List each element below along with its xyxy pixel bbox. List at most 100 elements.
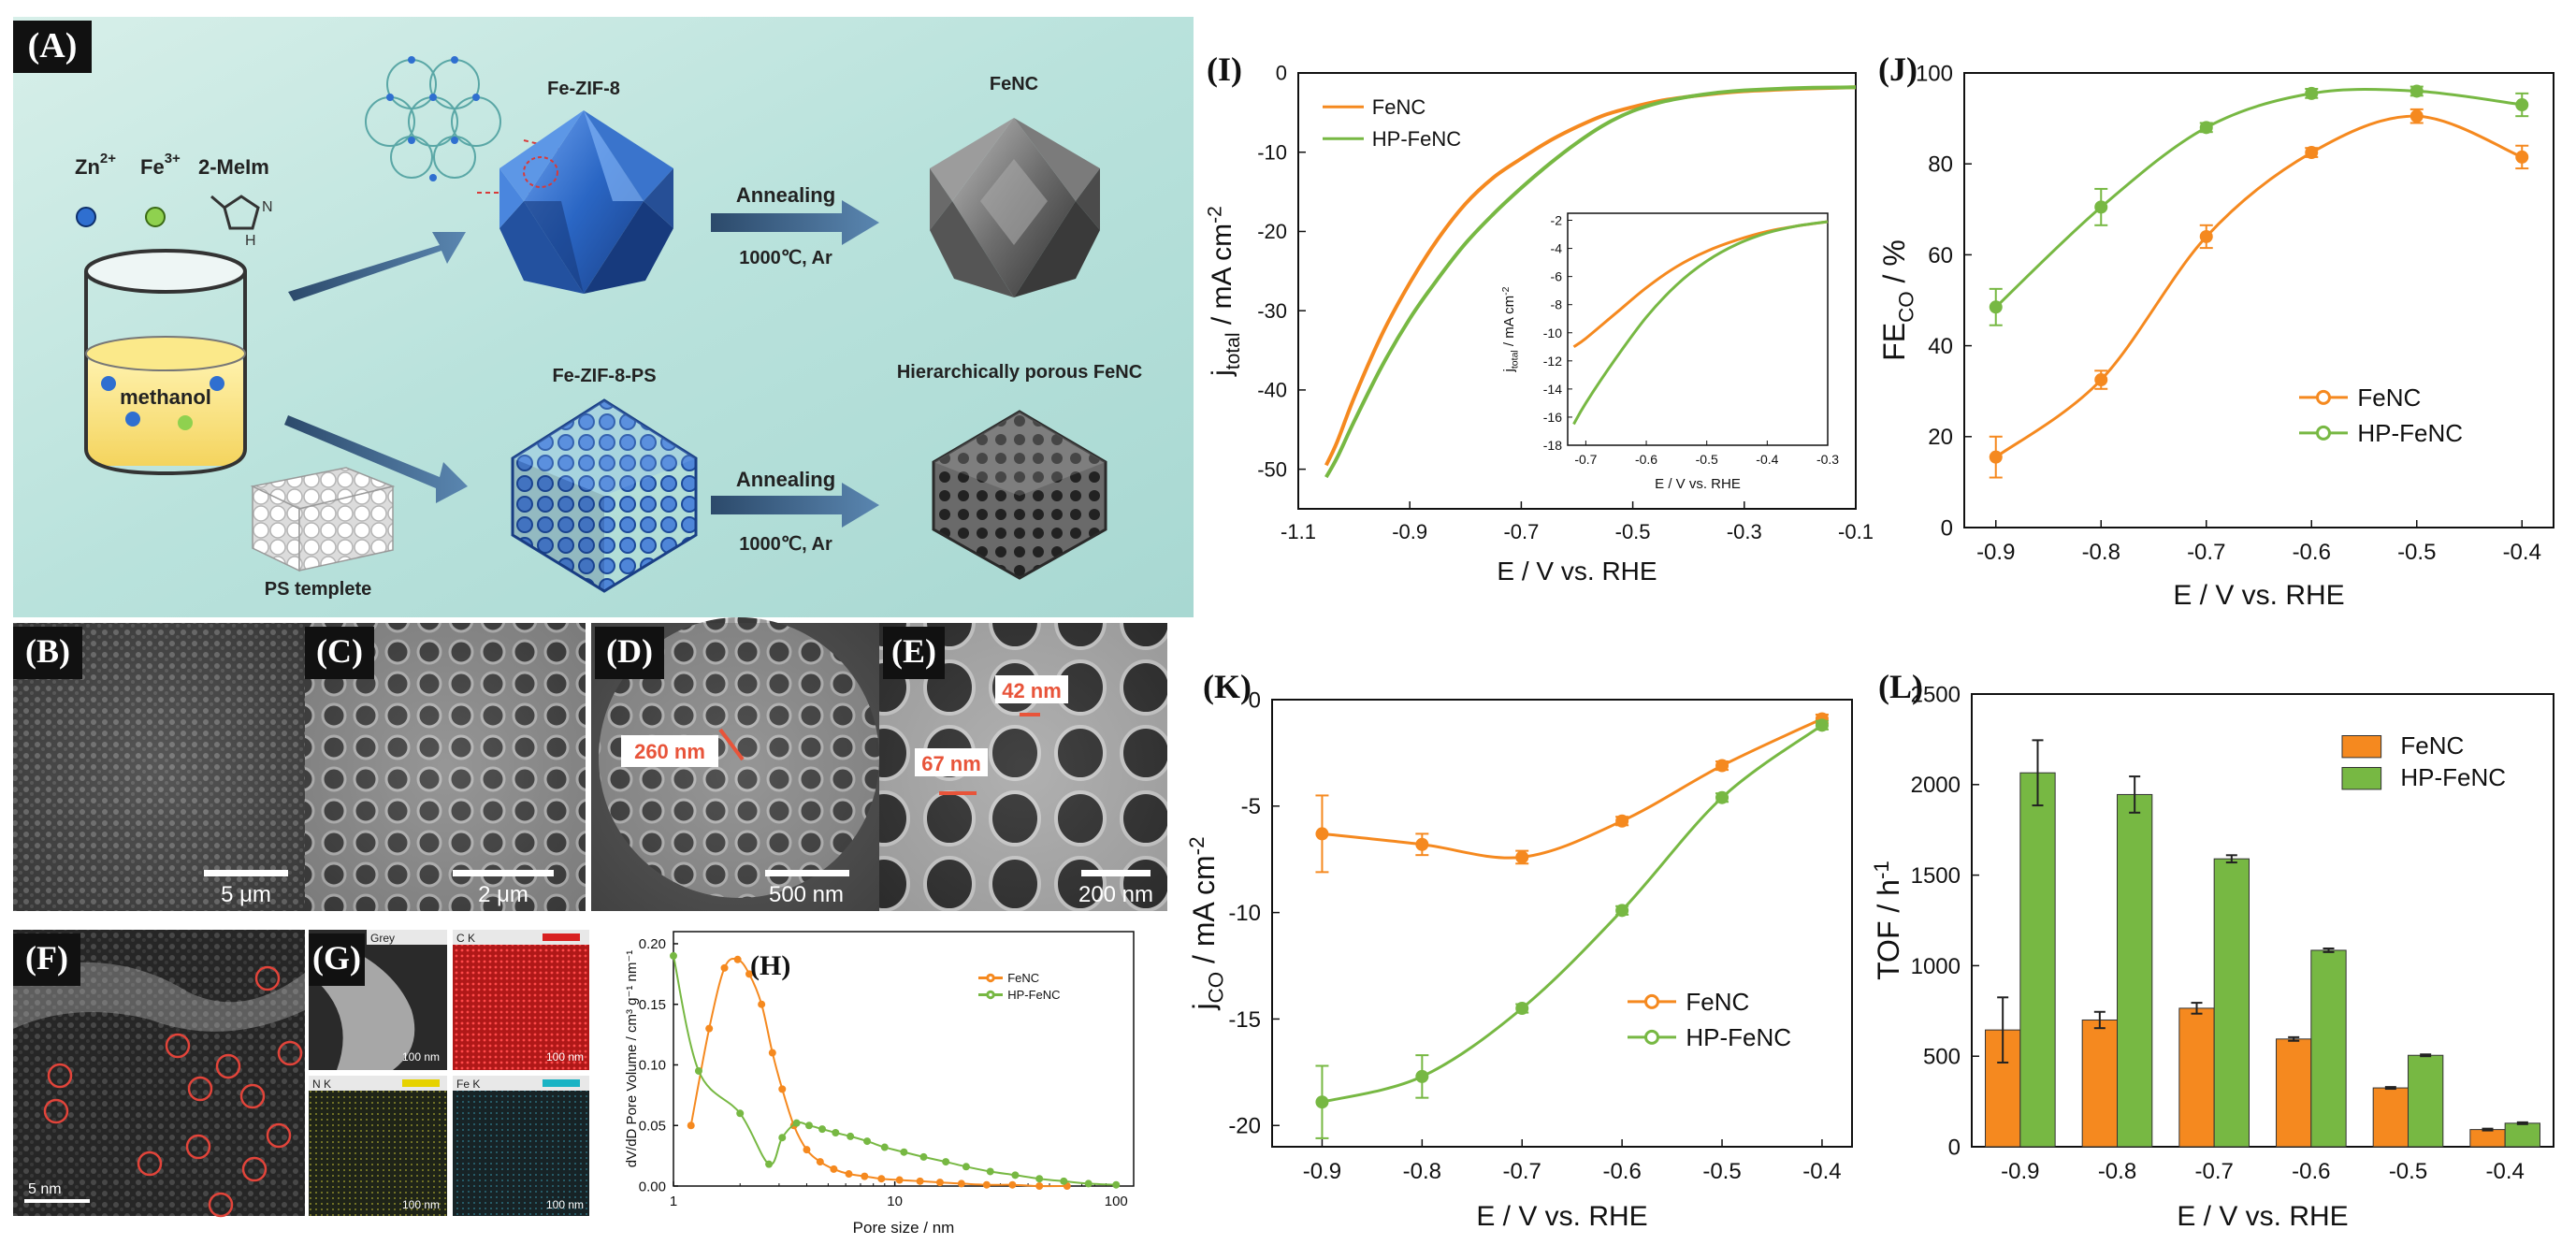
chart-k-data-point [1315,1095,1329,1109]
fenc-label: FeNC [990,74,1038,94]
annealing-bottom-arrow-icon [711,483,879,528]
chart-l-ytick-label: 500 [1923,1045,1961,1070]
chart-i-inset-ytick-label: -16 [1543,410,1562,425]
chart-h-legend-label: HP-FeNC [1007,988,1060,1002]
chart-k-xtick-label: -0.5 [1702,1159,1741,1184]
chart-k-legend-label: HP-FeNC [1686,1023,1791,1051]
chart-k-data-point [1715,759,1729,773]
chart-h-data-point [1060,1177,1068,1185]
chart-l-legend-label: HP-FeNC [2400,763,2506,791]
chart-h-data-point [1008,1180,1017,1189]
chart-i-inset-ylabel: jtotal / mA cm-2 [1500,286,1521,372]
chart-h-data-point [982,1180,991,1189]
chart-i-ylabel: jtotal / mA cm-2 [1205,206,1245,377]
chart-i-lsv: 0 -10 -20 -30 -40 -50 -1.1 -0.9 -0.7 -0.5 -0.3 -0.1… [1205,51,1874,586]
panel-f-label: (F) [25,939,68,977]
map-scale-c: 100 nm [546,1050,584,1064]
chart-h-data-point [900,1148,908,1156]
chart-j-xtick-label: -0.7 [2187,540,2225,565]
panel-c-label: (C) [316,632,363,670]
chart-i-inset-ytick-label: -18 [1543,438,1562,453]
beaker-icon [84,249,247,476]
panel-e-label: (E) [891,632,936,670]
chart-l-ytick-label: 2500 [1911,682,1961,707]
chart-i-ylabel-sup: -2 [1205,206,1226,224]
map-scale-fe: 100 nm [546,1198,584,1211]
panel-a-label: (A) [28,26,78,65]
chart-i-xlabel: E / V vs. RHE [1497,557,1657,586]
chart-j-data-point [2094,373,2108,387]
chart-l-bar [2019,772,2056,1148]
chart-k-ylabel: jCO / mA cm-2 [1185,836,1228,1010]
chart-k-xlabel: E / V vs. RHE [1476,1201,1647,1232]
chart-h-data-point [962,1163,970,1171]
panel-d-label: (D) [606,632,653,670]
chart-l-xtick-label: -0.8 [2098,1159,2136,1184]
chart-k-data-point [1515,1002,1529,1016]
annealing-bottom-condition: 1000℃, Ar [739,534,832,555]
chart-h-pore-size: 0.00 0.05 0.10 0.15 0.20 1 10 100 Pore size / nm… [591,922,1171,1240]
chart-j-data-point [1989,300,2003,314]
chart-l-bar [2117,793,2153,1148]
chart-j-ytick-label: 100 [1916,61,1953,86]
chart-l-legend-label: FeNC [2400,731,2464,760]
chart-h-data-point [803,1146,811,1154]
chart-h-data-point [830,1165,838,1173]
chart-k-ytick-label: -20 [1228,1114,1261,1139]
chart-k-ytick-label: -15 [1228,1007,1261,1033]
chart-l-ytick-label: 0 [1948,1135,1961,1160]
chart-l-xlabel: E / V vs. RHE [2177,1201,2348,1232]
chart-j-ytick-label: 20 [1928,425,1953,450]
annealing-top-arrow-icon [711,200,879,245]
chart-h-data-point [935,1179,944,1187]
chart-l-xtick-label: -0.9 [2001,1159,2039,1184]
map-tile-n: N K [312,1078,331,1091]
chart-i-ytick-label: -50 [1257,457,1287,481]
chart-l-ytick-label: 1000 [1911,954,1961,979]
chart-k-data-point [1415,1069,1429,1083]
panel-e-scale: 200 nm [1078,882,1153,907]
chart-i-xtick-label: -0.7 [1503,520,1539,543]
chart-i-inset-ytick-label: -2 [1551,213,1563,228]
fezif8ps-crystal-icon [511,398,698,593]
chart-h-data-point [1112,1180,1121,1189]
chart-j-data-point [2094,200,2108,214]
chart-h-data-point [1035,1182,1044,1190]
chart-h-data-point [1035,1175,1044,1183]
chart-j-data-point [2305,146,2319,160]
chart-i-ylabel-sub: total [1223,333,1244,370]
chart-i-ytick-label: -40 [1257,379,1287,402]
chart-i-series-line [1324,85,1857,479]
panel-f-micrograph: (F) 5 nm [13,930,305,1218]
chart-h-xlabel: Pore size / nm [853,1219,955,1237]
chart-h-data-point [687,1122,695,1130]
chart-i-inset-ytick-label: -4 [1551,241,1563,256]
chart-l-ytick-label: 1500 [1911,863,1961,889]
chart-j-xlabel: E / V vs. RHE [2173,580,2344,611]
svg-text:N: N [262,199,273,215]
chart-i-inset-ytick-label: -14 [1543,382,1562,397]
chart-j-legend-marker [2316,389,2331,405]
chart-j-faradaic-efficiency: 0 20 40 60 80 100 -0.9 -0.8 -0.7 -0.6 -0.5 -0.4 E / … [1877,51,2554,611]
panel-e-measure-2: 67 nm [921,752,981,775]
chart-i-legend-label: FeNC [1372,95,1426,119]
chart-i-legend-label: HP-FeNC [1372,127,1461,151]
chart-h-xtick-label: 10 [887,1194,903,1209]
fezif8-crystal-icon [499,110,673,294]
chart-i-inset-ylabel-main: j [1501,369,1517,372]
chart-j-ytick-label: 60 [1928,243,1953,268]
panel-e-scalebar [1081,870,1151,876]
chart-h-background [591,922,1171,1240]
chart-i-inset-ytick-label: -8 [1551,297,1563,312]
arrow-to-fezif8-icon [288,232,466,301]
chart-j-data-point [2410,109,2424,123]
panel-a-label-box [13,21,92,73]
chart-k-ytick-label: -10 [1228,901,1261,926]
panel-d-scalebar [765,870,849,876]
chart-h-data-point [895,1176,904,1184]
chart-l-ylabel: TOF / h-1 [1870,861,1905,980]
chart-k-data-point [1615,904,1629,918]
chart-j-data-point [2305,86,2319,100]
chart-k-data-point [1415,837,1429,851]
panel-c-scale: 2 μm [478,882,528,907]
